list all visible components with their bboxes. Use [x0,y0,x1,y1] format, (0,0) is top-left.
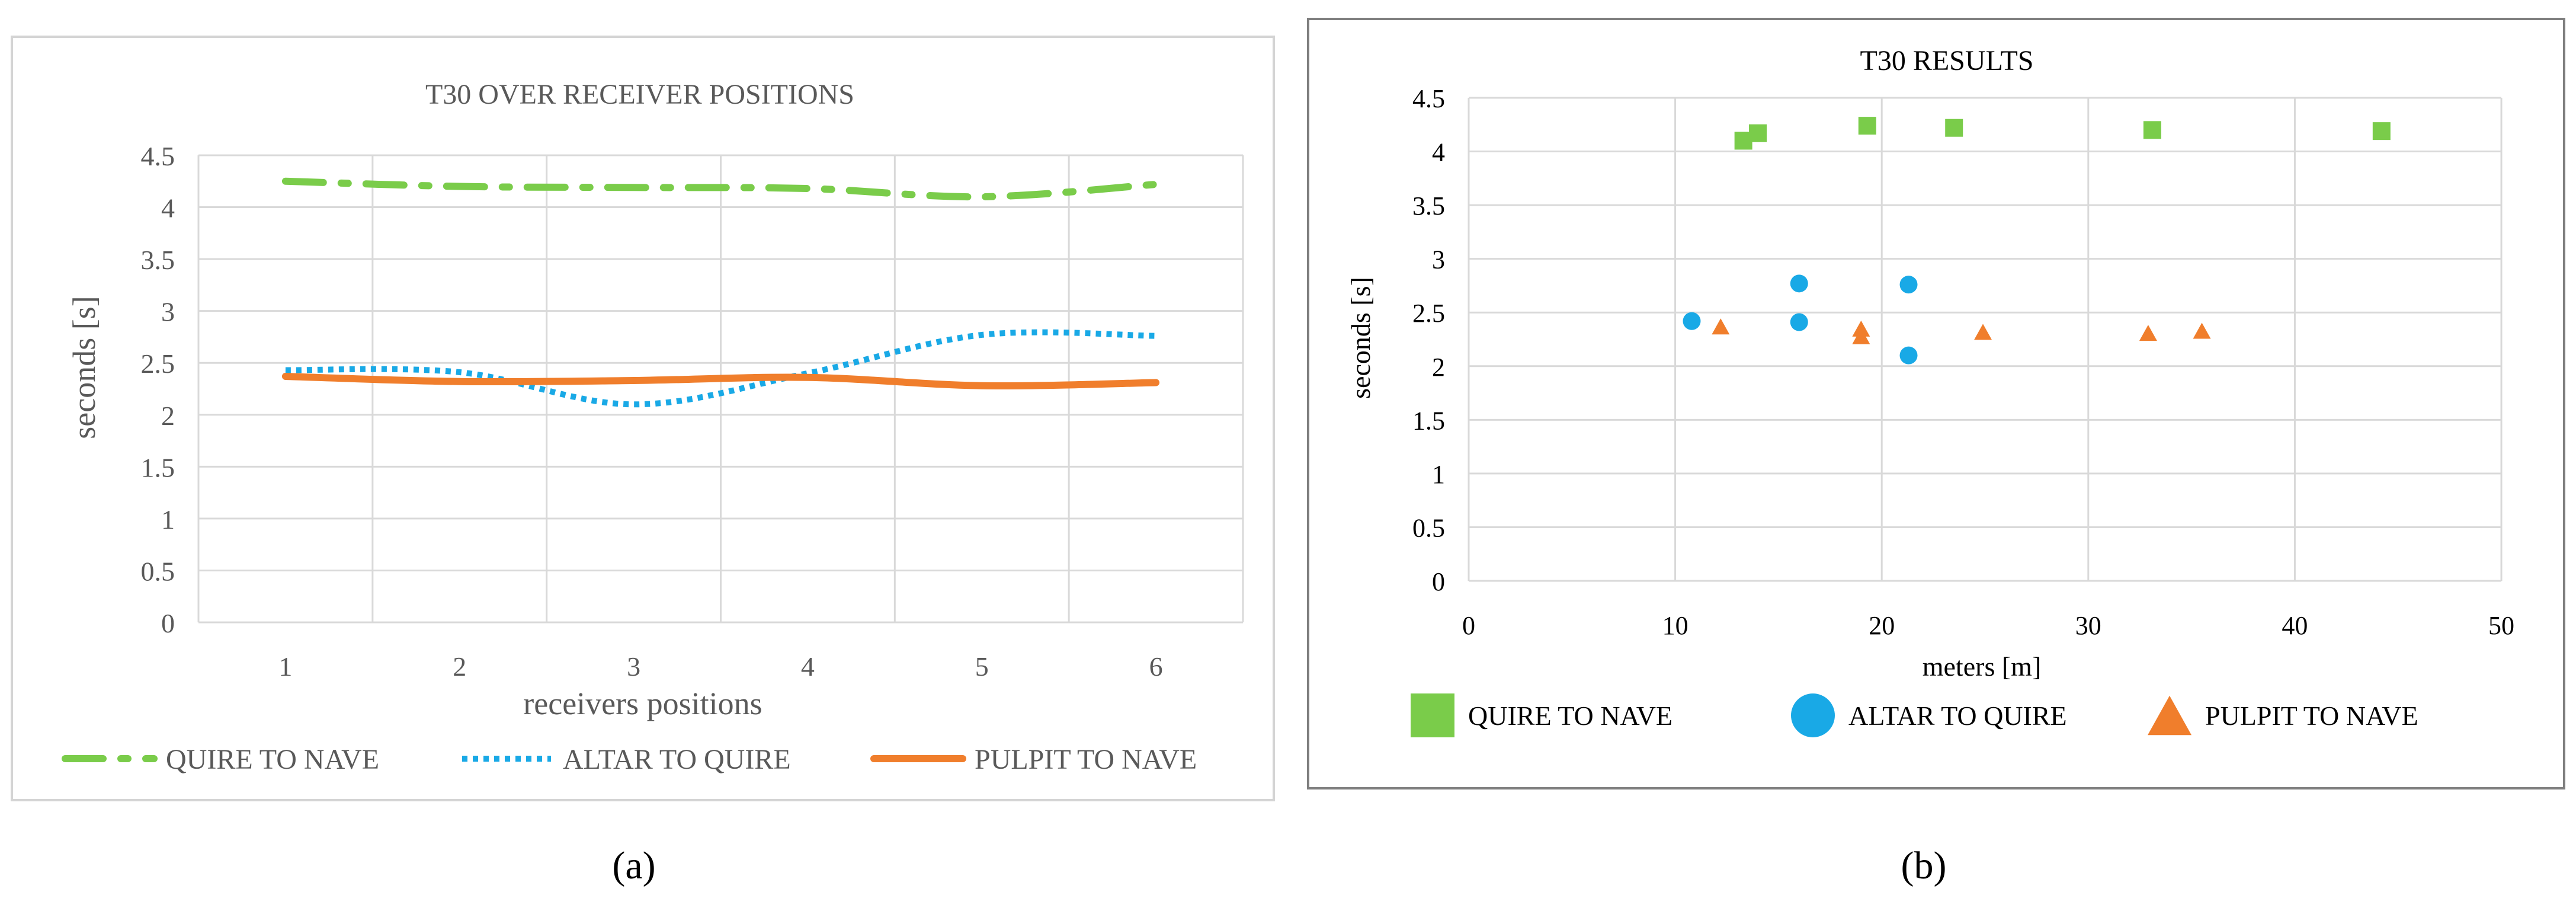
chart-b-point-quire-to-nave [2372,122,2391,140]
chart-b-y-tick-label: 2 [1432,353,1445,382]
chart-b-y-ticks: 0 0.5 1 1.5 2 2.5 3 3.5 4 4.5 [1412,84,1445,596]
chart-a-y-tick-label: 0.5 [141,556,175,586]
chart-a-x-tick-label: 4 [801,651,815,682]
chart-b-y-tick-label: 3 [1432,245,1445,274]
chart-b-x-ticks: 0 10 20 30 40 50 [1462,611,2514,640]
chart-a-title: T30 OVER RECEIVER POSITIONS [425,79,854,110]
chart-b-frame [1307,18,2565,789]
chart-a-y-ticks: 0 0.5 1 1.5 2 2.5 3 3.5 4 4.5 [141,141,175,638]
panel-a-label: (a) [612,844,655,887]
chart-a-series-line-pulpit-to-nave [281,372,1160,389]
chart-b-point-quire-to-nave [1858,117,1876,135]
chart-a-y-tick-label: 2.5 [141,349,175,379]
chart-a-legend: QUIRE TO NAVE ALTAR TO QUIRE PULPIT TO NAV… [62,744,1197,775]
chart-b-point-altar-to-quire [1899,276,1918,294]
chart-a-frame [11,36,1275,801]
chart-b-x-tick-label: 20 [1869,611,1895,640]
chart-b-grid [1468,97,2503,582]
chart-b-y-tick-label: 0 [1432,567,1445,596]
chart-b-point-pulpit-to-nave [1852,328,1870,344]
chart-b-x-axis-label: meters [m] [1923,651,2042,682]
chart-a-y-tick-label: 3.5 [141,245,175,275]
chart-a-y-tick-label: 4.5 [141,141,175,171]
chart-a-legend-label: PULPIT TO NAVE [975,744,1197,775]
chart-b-series [1683,117,2391,365]
chart-b-legend-marker [1411,693,1454,737]
chart-b-point-quire-to-nave [1749,124,1767,142]
chart-b-y-tick-label: 1 [1432,460,1445,489]
chart-b-legend: QUIRE TO NAVE ALTAR TO QUIRE PULPIT TO NAV… [1411,693,2418,737]
chart-a: T30 OVER RECEIVER POSITIONS 0 0.5 1 1.5 2 2.5… [11,36,1275,801]
chart-b-y-tick-label: 3.5 [1412,191,1445,220]
chart-b-point-pulpit-to-nave [2139,325,2157,341]
chart-b-point-altar-to-quire [1683,312,1701,330]
chart-a-x-ticks: 1 2 3 4 5 6 [278,651,1162,682]
chart-a-x-tick-label: 2 [453,651,466,682]
chart-b-x-tick-label: 50 [2488,611,2514,640]
chart-b-point-quire-to-nave [2143,121,2161,139]
chart-b-x-tick-label: 0 [1462,611,1475,640]
chart-a-series-line-altar-to-quire [285,329,1156,408]
chart-b-legend-label: ALTAR TO QUIRE [1848,701,2067,731]
chart-b-point-altar-to-quire [1899,346,1918,365]
chart-b-x-tick-label: 30 [2075,611,2101,640]
chart-b-y-tick-label: 2.5 [1412,299,1445,328]
chart-a-y-axis-label: seconds [s] [66,296,102,439]
chart-b-point-quire-to-nave [1945,119,1963,137]
chart-b-point-altar-to-quire [1790,313,1808,331]
chart-b-point-pulpit-to-nave [1974,324,1992,340]
chart-a-series-line-quire-to-nave [281,177,1160,201]
chart-b-point-altar-to-quire [1790,274,1808,293]
chart-b-y-axis-label: seconds [s] [1345,277,1376,399]
chart-b-title: T30 RESULTS [1860,45,2034,76]
panel-b-label: (b) [1901,844,1947,887]
chart-b-y-tick-label: 4 [1432,138,1445,167]
chart-a-x-tick-label: 5 [975,651,989,682]
chart-b: T30 RESULTS 0 0.5 1 1.5 2 2.5 3 3.5 4 4.5 0 10 20 30… [1307,18,2565,789]
chart-a-y-tick-label: 2 [161,401,175,431]
chart-b-y-tick-label: 4.5 [1412,84,1445,113]
chart-b-legend-label: PULPIT TO NAVE [2205,701,2418,731]
chart-b-legend-marker [2148,695,2191,736]
chart-a-x-tick-label: 6 [1149,651,1163,682]
chart-b-legend-label: QUIRE TO NAVE [1468,701,1673,731]
chart-a-y-tick-label: 3 [161,297,175,327]
chart-b-y-tick-label: 0.5 [1412,513,1445,542]
chart-a-y-tick-label: 1.5 [141,452,175,482]
chart-b-x-tick-label: 10 [1662,611,1689,640]
chart-a-y-tick-label: 1 [161,504,175,535]
chart-b-x-tick-label: 40 [2282,611,2308,640]
chart-a-legend-label: ALTAR TO QUIRE [563,744,791,775]
chart-a-y-tick-label: 0 [161,608,175,638]
chart-a-grid [197,154,1244,624]
chart-a-x-tick-label: 1 [278,651,292,682]
chart-b-point-pulpit-to-nave [2193,322,2211,339]
chart-a-y-tick-label: 4 [161,193,175,223]
chart-a-legend-label: QUIRE TO NAVE [166,744,379,775]
chart-a-x-tick-label: 3 [627,651,640,682]
chart-a-x-axis-label: receivers positions [523,686,762,721]
chart-a-series [281,177,1160,408]
chart-b-y-tick-label: 1.5 [1412,406,1445,435]
chart-b-point-pulpit-to-nave [1712,318,1730,335]
chart-b-legend-marker [1791,693,1835,737]
